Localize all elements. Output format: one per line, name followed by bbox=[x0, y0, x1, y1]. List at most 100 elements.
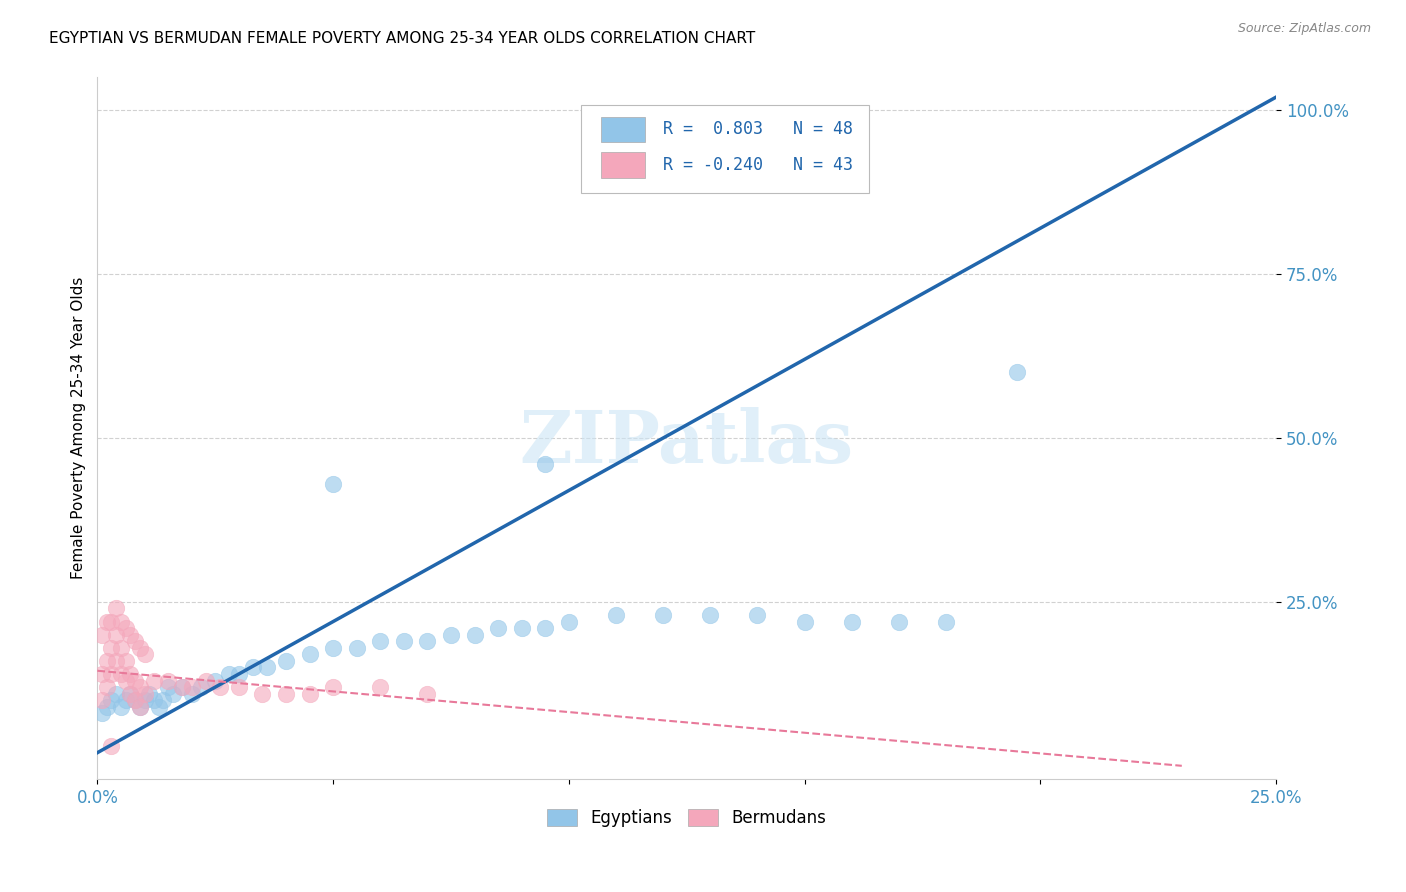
Point bbox=[120, 667, 142, 681]
Point bbox=[218, 667, 240, 681]
Point bbox=[114, 654, 136, 668]
Point bbox=[100, 693, 122, 707]
Point bbox=[128, 640, 150, 655]
Point bbox=[887, 615, 910, 629]
Point bbox=[124, 693, 146, 707]
Text: R =  0.803   N = 48: R = 0.803 N = 48 bbox=[664, 120, 853, 138]
Point bbox=[100, 615, 122, 629]
Point bbox=[148, 699, 170, 714]
Point bbox=[346, 640, 368, 655]
Point bbox=[91, 628, 114, 642]
Point bbox=[105, 601, 128, 615]
Point bbox=[96, 699, 118, 714]
Point bbox=[322, 640, 344, 655]
Point bbox=[100, 640, 122, 655]
Point bbox=[157, 680, 180, 694]
Point bbox=[1005, 366, 1028, 380]
Point bbox=[298, 648, 321, 662]
Point bbox=[274, 687, 297, 701]
Point bbox=[142, 693, 165, 707]
Point bbox=[134, 648, 156, 662]
Point bbox=[204, 673, 226, 688]
Text: EGYPTIAN VS BERMUDAN FEMALE POVERTY AMONG 25-34 YEAR OLDS CORRELATION CHART: EGYPTIAN VS BERMUDAN FEMALE POVERTY AMON… bbox=[49, 31, 755, 46]
Point bbox=[134, 693, 156, 707]
Legend: Egyptians, Bermudans: Egyptians, Bermudans bbox=[540, 802, 834, 834]
Point bbox=[256, 660, 278, 674]
Point bbox=[91, 693, 114, 707]
Point bbox=[194, 673, 217, 688]
Point bbox=[368, 680, 391, 694]
Point bbox=[605, 607, 627, 622]
Point bbox=[699, 607, 721, 622]
Point bbox=[120, 628, 142, 642]
Point bbox=[124, 634, 146, 648]
Point bbox=[96, 654, 118, 668]
Point bbox=[298, 687, 321, 701]
Point bbox=[274, 654, 297, 668]
Text: R = -0.240   N = 43: R = -0.240 N = 43 bbox=[664, 156, 853, 174]
Point bbox=[91, 667, 114, 681]
FancyBboxPatch shape bbox=[600, 153, 645, 178]
Point bbox=[180, 680, 202, 694]
Point bbox=[105, 687, 128, 701]
Point bbox=[242, 660, 264, 674]
Y-axis label: Female Poverty Among 25-34 Year Olds: Female Poverty Among 25-34 Year Olds bbox=[72, 277, 86, 580]
Point bbox=[120, 687, 142, 701]
Point bbox=[322, 680, 344, 694]
Point bbox=[534, 457, 557, 471]
Point bbox=[747, 607, 769, 622]
Point bbox=[157, 673, 180, 688]
Point bbox=[368, 634, 391, 648]
Point bbox=[208, 680, 231, 694]
Point bbox=[110, 667, 132, 681]
Point bbox=[935, 615, 957, 629]
Point bbox=[120, 687, 142, 701]
Point bbox=[114, 693, 136, 707]
Point bbox=[180, 687, 202, 701]
Point bbox=[172, 680, 194, 694]
Point bbox=[100, 739, 122, 753]
Point bbox=[793, 615, 815, 629]
Point bbox=[114, 673, 136, 688]
Point bbox=[96, 680, 118, 694]
Point bbox=[172, 680, 194, 694]
Text: ZIPatlas: ZIPatlas bbox=[520, 407, 853, 478]
Point bbox=[138, 687, 160, 701]
FancyBboxPatch shape bbox=[581, 105, 869, 194]
Point bbox=[128, 699, 150, 714]
Text: Source: ZipAtlas.com: Source: ZipAtlas.com bbox=[1237, 22, 1371, 36]
Point bbox=[252, 687, 274, 701]
Point bbox=[142, 673, 165, 688]
Point bbox=[110, 699, 132, 714]
Point bbox=[190, 680, 212, 694]
Point bbox=[152, 693, 174, 707]
Point bbox=[228, 667, 250, 681]
Point bbox=[128, 680, 150, 694]
Point bbox=[134, 687, 156, 701]
Point bbox=[114, 621, 136, 635]
Point bbox=[464, 628, 486, 642]
Point bbox=[486, 621, 509, 635]
Point bbox=[416, 634, 439, 648]
Point bbox=[228, 680, 250, 694]
Point bbox=[652, 607, 675, 622]
Point bbox=[105, 654, 128, 668]
Point bbox=[416, 687, 439, 701]
Point bbox=[124, 693, 146, 707]
Point bbox=[124, 673, 146, 688]
Point bbox=[91, 706, 114, 721]
Point bbox=[110, 615, 132, 629]
Point bbox=[558, 615, 581, 629]
Point bbox=[162, 687, 184, 701]
Point bbox=[96, 615, 118, 629]
Point bbox=[128, 699, 150, 714]
Point bbox=[100, 667, 122, 681]
Point bbox=[510, 621, 533, 635]
Point bbox=[440, 628, 463, 642]
Point bbox=[534, 621, 557, 635]
Point bbox=[841, 615, 863, 629]
Point bbox=[322, 476, 344, 491]
Point bbox=[392, 634, 415, 648]
Point bbox=[105, 628, 128, 642]
Point bbox=[110, 640, 132, 655]
